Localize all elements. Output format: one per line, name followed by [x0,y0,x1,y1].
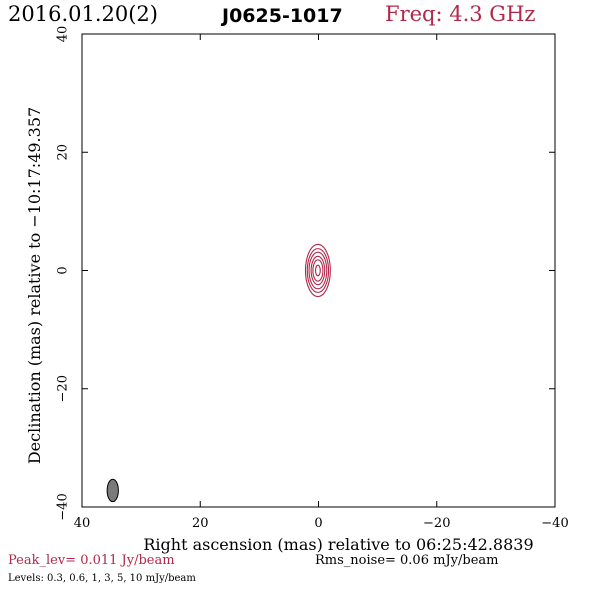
x-tick-label: −40 [541,516,568,531]
frequency-label: Freq: 4.3 GHz [385,2,536,26]
contour-levels: Levels: 0.3, 0.6, 1, 3, 5, 10 mJy/beam [8,573,196,584]
contour-ring [308,251,328,290]
contour-ring [306,248,330,293]
contour-group [304,243,331,298]
axis-ticks [81,33,556,508]
observation-date: 2016.01.20(2) [8,2,158,26]
rms-noise: Rms_noise= 0.06 mJy/beam [315,553,499,568]
x-tick-label: 0 [314,516,322,531]
y-axis-title: Declination (mas) relative to −10:17:49.… [25,107,44,464]
y-tick-label: 0 [56,266,71,274]
x-axis-title: Right ascension (mas) relative to 06:25:… [143,535,533,554]
y-tick-label: 20 [56,144,71,161]
x-tick-labels: 40 20 0 −20 −40 [74,516,569,531]
source-name: J0625-1017 [222,5,343,27]
x-tick-label: −20 [423,516,450,531]
contour-ring [304,243,331,298]
plot-frame [81,33,556,508]
y-tick-labels: −40 −20 0 20 40 [56,26,71,521]
contour-ring [310,255,326,286]
beam-ellipse [106,478,119,503]
beam-group [106,478,119,503]
y-tick-label: −40 [56,493,71,520]
x-tick-label: 40 [74,516,91,531]
peak-level: Peak_lev= 0.011 Jy/beam [8,553,175,568]
contour-ring [312,259,324,282]
y-tick-label: 40 [56,26,71,43]
contour-ring [314,264,321,277]
x-tick-label: 20 [192,516,209,531]
y-tick-label: −20 [56,375,71,402]
